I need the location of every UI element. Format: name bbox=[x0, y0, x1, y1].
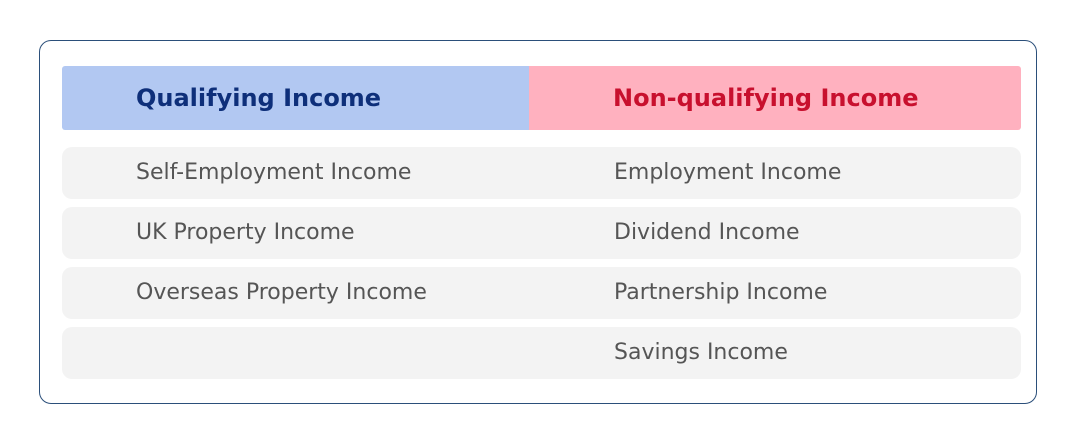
qualifying-income-header: Qualifying Income bbox=[62, 66, 529, 130]
table-row: Self-Employment Income Employment Income bbox=[62, 147, 1021, 199]
non-qualifying-income-cell: Employment Income bbox=[614, 160, 842, 185]
qualifying-income-cell: Self-Employment Income bbox=[136, 160, 412, 185]
non-qualifying-income-cell: Partnership Income bbox=[614, 280, 828, 305]
table-row: Savings Income bbox=[62, 327, 1021, 379]
table-row: UK Property Income Dividend Income bbox=[62, 207, 1021, 259]
qualifying-income-cell: Overseas Property Income bbox=[136, 280, 427, 305]
table-row: Overseas Property Income Partnership Inc… bbox=[62, 267, 1021, 319]
non-qualifying-income-header: Non-qualifying Income bbox=[529, 66, 1021, 130]
non-qualifying-income-cell: Savings Income bbox=[614, 340, 788, 365]
qualifying-income-cell: UK Property Income bbox=[136, 220, 355, 245]
table-header: Qualifying Income Non-qualifying Income bbox=[62, 66, 1021, 130]
non-qualifying-income-cell: Dividend Income bbox=[614, 220, 800, 245]
